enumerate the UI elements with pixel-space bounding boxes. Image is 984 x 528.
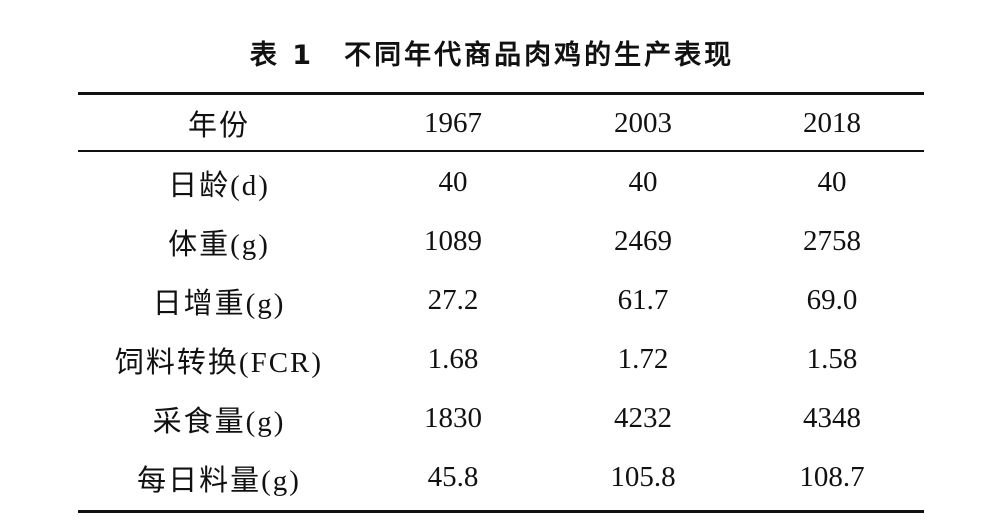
table-cell: 4232 xyxy=(614,402,672,434)
row-label: 饲料转换(FCR) xyxy=(114,346,324,379)
table-cell: 40 xyxy=(628,166,658,198)
row-label: 体重(g) xyxy=(168,228,270,261)
table-cell: 2469 xyxy=(614,225,672,257)
table-caption: 表 1 不同年代商品肉鸡的生产表现 xyxy=(0,36,984,76)
table-cell: 40 xyxy=(438,166,468,198)
bottom-rule xyxy=(78,510,924,513)
table-cell: 108.7 xyxy=(799,461,865,493)
table-title: 不同年代商品肉鸡的生产表现 xyxy=(344,40,735,71)
table-cell: 61.7 xyxy=(617,284,669,316)
table-cell: 1089 xyxy=(424,225,482,257)
table-row: 饲料转换(FCR) 1.68 1.72 1.58 xyxy=(78,330,924,389)
table-cell: 1.68 xyxy=(427,343,479,375)
table-cell: 40 xyxy=(817,166,847,198)
header-cell-1967: 1967 xyxy=(424,106,482,139)
table-row: 日增重(g) 27.2 61.7 69.0 xyxy=(78,271,924,330)
table-number: 表 1 xyxy=(249,40,315,71)
table-cell: 1830 xyxy=(424,402,482,434)
table-row: 每日料量(g) 45.8 105.8 108.7 xyxy=(78,448,924,507)
table-cell: 4348 xyxy=(803,402,861,434)
table-row: 日龄(d) 40 40 40 xyxy=(78,151,924,212)
header-cell-year: 年份 xyxy=(187,110,250,142)
row-label: 日龄(d) xyxy=(168,169,270,202)
row-label: 每日料量(g) xyxy=(137,464,301,497)
table-cell: 69.0 xyxy=(806,284,858,316)
table-row: 采食量(g) 1830 4232 4348 xyxy=(78,389,924,448)
header-cell-2018: 2018 xyxy=(803,106,861,139)
top-rule xyxy=(78,92,924,95)
table-cell: 1.58 xyxy=(806,343,858,375)
table-cell: 27.2 xyxy=(427,284,479,316)
table-cell: 2758 xyxy=(803,225,861,257)
data-table: 年份 1967 2003 2018 日龄(d) 40 40 40 体重(g) 1… xyxy=(78,95,924,507)
row-label: 日增重(g) xyxy=(152,287,286,320)
table-cell: 105.8 xyxy=(610,461,676,493)
table-cell: 45.8 xyxy=(427,461,479,493)
row-label: 采食量(g) xyxy=(152,405,286,438)
header-rule xyxy=(78,150,924,152)
table-cell: 1.72 xyxy=(617,343,669,375)
header-row: 年份 1967 2003 2018 xyxy=(78,95,924,151)
table-row: 体重(g) 1089 2469 2758 xyxy=(78,212,924,271)
header-cell-2003: 2003 xyxy=(614,106,672,139)
